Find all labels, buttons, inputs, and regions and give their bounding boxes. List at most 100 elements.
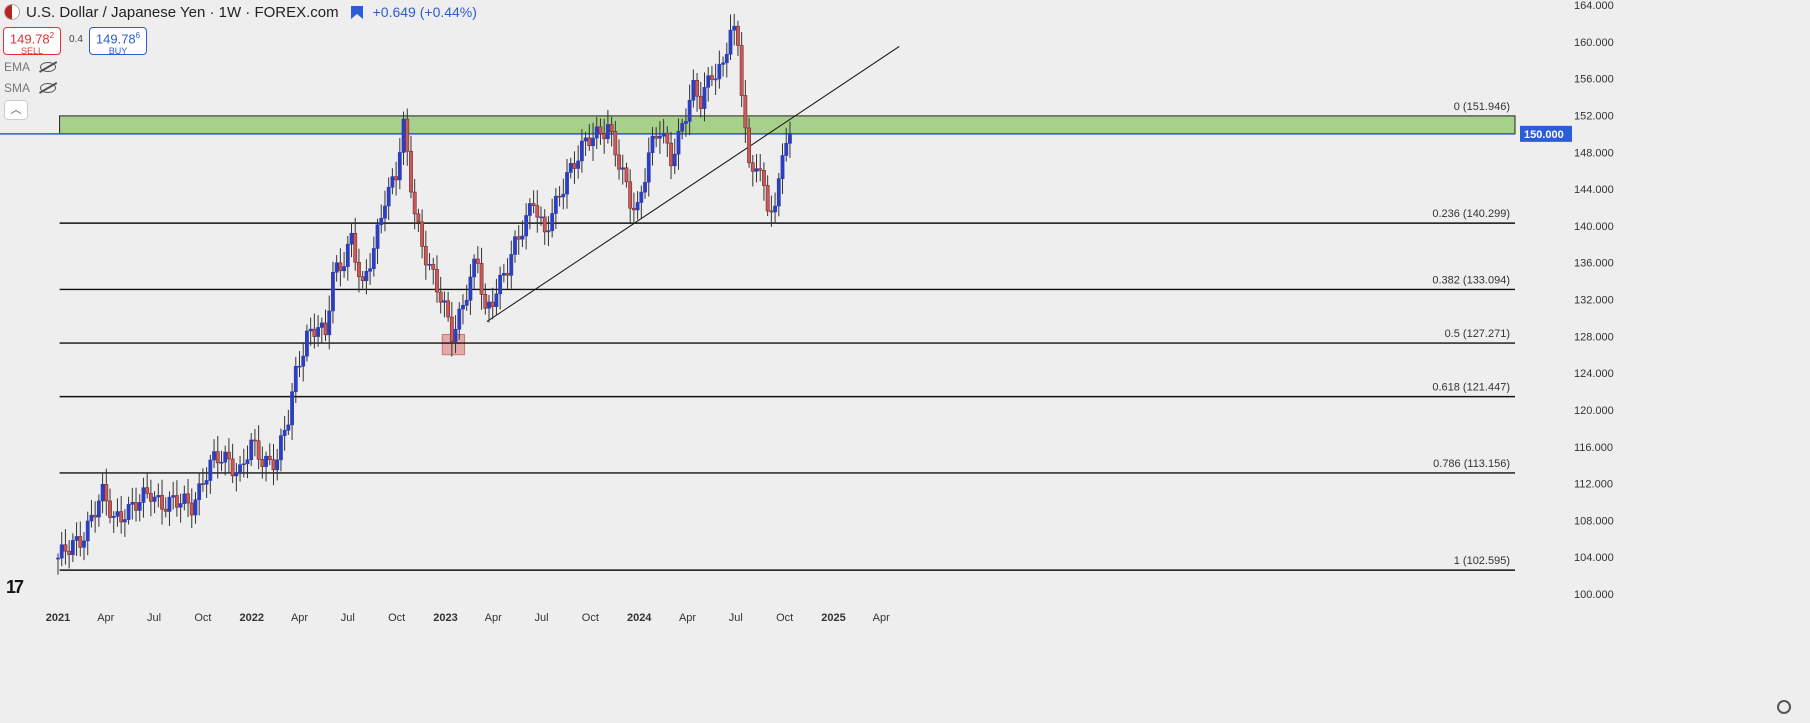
candle-body	[241, 463, 246, 466]
candle-body	[305, 330, 309, 357]
candle	[256, 425, 261, 470]
candle	[89, 500, 94, 528]
candle	[383, 190, 387, 232]
candle-body	[204, 480, 209, 485]
candle-body	[776, 178, 781, 207]
candle-body	[156, 495, 161, 498]
candle	[591, 122, 595, 161]
sell-price-pipette: 2	[49, 31, 55, 40]
fib-label: 0.618 (121.447)	[1432, 382, 1510, 394]
candle-body	[449, 316, 454, 342]
indicator-label: SMA	[4, 81, 31, 95]
candle	[427, 252, 432, 271]
tradingview-logo-icon[interactable]: 17	[6, 577, 24, 597]
candle	[553, 188, 558, 230]
candle	[431, 257, 436, 285]
candle-body	[409, 150, 413, 193]
candle-body	[119, 511, 124, 523]
candle-body	[371, 248, 376, 270]
candle	[223, 445, 228, 476]
candle	[498, 266, 503, 310]
candle	[420, 209, 425, 259]
candle-body	[613, 131, 618, 156]
candle	[672, 138, 677, 174]
candle	[598, 118, 603, 145]
candle	[490, 287, 495, 320]
sell-price: 149.78	[9, 31, 50, 47]
candle-body	[531, 203, 536, 206]
candle-body	[516, 236, 521, 240]
candle	[765, 175, 770, 217]
candle-body	[286, 424, 291, 431]
candle-body	[513, 236, 517, 255]
candle-body	[316, 327, 320, 337]
candle-body	[553, 195, 558, 214]
sell-label: SELL	[20, 46, 44, 57]
candle	[561, 178, 566, 210]
candle-body	[89, 514, 94, 522]
candle	[171, 481, 176, 510]
candle-body	[539, 216, 543, 219]
candle	[275, 448, 280, 481]
candle	[710, 66, 714, 86]
candle-body	[695, 80, 699, 97]
candle-body	[658, 135, 662, 139]
candle-body	[624, 167, 629, 183]
price-tick-label: 120.000	[1574, 405, 1614, 417]
gear-icon[interactable]	[1777, 700, 1791, 714]
eye-off-icon[interactable]	[40, 62, 57, 72]
candle	[360, 270, 365, 289]
candle-body	[312, 328, 317, 337]
candle-body	[360, 276, 365, 282]
candle	[513, 230, 517, 263]
candle-body	[687, 99, 692, 122]
candle-body	[427, 264, 432, 266]
candle	[108, 488, 112, 524]
candle-body	[386, 186, 391, 207]
candle	[442, 291, 447, 318]
candle-body	[501, 273, 506, 276]
time-tick-label: Oct	[388, 612, 405, 624]
time-tick-label: Jul	[341, 612, 355, 624]
candle	[472, 254, 477, 290]
candle-body	[661, 132, 666, 137]
bookmark-icon[interactable]	[350, 5, 363, 19]
candle	[524, 203, 529, 250]
candle	[583, 131, 588, 156]
eye-off-icon[interactable]	[40, 83, 57, 93]
candle	[390, 168, 395, 195]
candle	[631, 192, 636, 223]
candle-body	[579, 140, 584, 162]
collapse-legend-button[interactable]: ︿	[4, 100, 28, 120]
candle	[654, 127, 659, 148]
candle-body	[620, 167, 625, 170]
candle	[253, 428, 257, 457]
candle-body	[383, 205, 387, 219]
candle-body	[186, 493, 190, 504]
time-tick-label: Jul	[535, 612, 549, 624]
price-tick-label: 104.000	[1574, 552, 1614, 564]
candle	[334, 255, 339, 282]
symbol-header[interactable]: U.S. Dollar / Japanese Yen · 1W · FOREX.…	[4, 2, 477, 22]
indicator-ema[interactable]: EMA	[4, 60, 57, 74]
candle	[676, 118, 681, 170]
candle-body	[587, 137, 592, 147]
candle-body	[698, 95, 703, 109]
candle	[409, 135, 413, 199]
buy-button[interactable]: 149.786 BUY	[89, 27, 147, 56]
candle	[695, 73, 699, 112]
candle	[160, 479, 164, 525]
indicator-sma[interactable]: SMA	[4, 81, 57, 95]
candle	[509, 240, 514, 289]
candle	[669, 132, 673, 180]
candle-body	[487, 301, 491, 309]
candle-body	[163, 508, 168, 512]
price-tick-label: 128.000	[1574, 331, 1614, 343]
candle-body	[483, 294, 488, 309]
price-tick-label: 132.000	[1574, 295, 1614, 307]
candle-body	[267, 455, 272, 460]
candle-body	[130, 502, 135, 505]
sell-button[interactable]: 149.782 SELL	[3, 27, 61, 57]
candle	[204, 467, 209, 498]
